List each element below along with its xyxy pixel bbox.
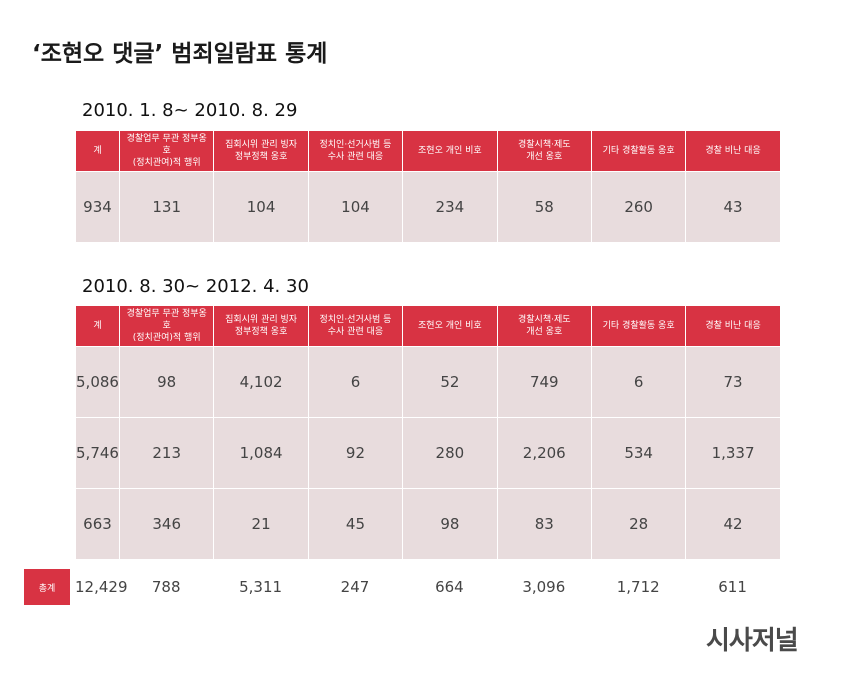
table-cell: 83 <box>496 488 592 560</box>
table-cell: 1,337 <box>685 417 781 489</box>
table-cell: 21 <box>213 488 309 560</box>
period-2-label: 2010. 8. 30~ 2012. 4. 30 <box>82 276 309 297</box>
total-value: 1,712 <box>616 578 660 596</box>
total-value: 247 <box>340 578 370 596</box>
table-cell: 28 <box>590 488 687 560</box>
table-cell: 131 <box>118 171 215 243</box>
period-1-label: 2010. 1. 8~ 2010. 8. 29 <box>82 100 298 121</box>
column-header: 경찰시책·제도 개선 옹호 <box>496 130 592 172</box>
table-cell: 45 <box>307 488 404 560</box>
table-cell: 4,102 <box>213 346 309 418</box>
table-cell: 6 <box>590 346 687 418</box>
column-header: 계 <box>75 305 120 347</box>
table-cell: 213 <box>118 417 215 489</box>
column-header: 경찰 비난 대응 <box>685 130 781 172</box>
column-header: 경찰 비난 대응 <box>685 305 781 347</box>
column-header: 정치인·선거사범 등 수사 관련 대응 <box>307 305 404 347</box>
table-cell: 98 <box>402 488 498 560</box>
table-cell: 749 <box>496 346 592 418</box>
table-cell: 280 <box>402 417 498 489</box>
table-header-row: 계 경찰업무 무관 정부옹호 (정치관여)적 행위 집회시위 관리 빙자 정부정책 옹호… <box>75 305 781 347</box>
table-cell: 663 <box>75 488 120 560</box>
table-cell: 92 <box>307 417 404 489</box>
table-row: 5,746 213 1,084 92 280 2,206 534 1,337 <box>75 417 781 489</box>
table-cell: 43 <box>685 171 781 243</box>
totals-badge: 총계 <box>24 569 70 605</box>
table-cell: 5,746 <box>75 417 120 489</box>
column-header: 기타 경찰활동 옹호 <box>590 305 687 347</box>
table-cell: 1,084 <box>213 417 309 489</box>
column-header: 계 <box>75 130 120 172</box>
column-header: 기타 경찰활동 옹호 <box>590 130 687 172</box>
table-cell: 2,206 <box>496 417 592 489</box>
column-header: 조현오 개인 비호 <box>402 305 498 347</box>
total-value: 664 <box>435 578 464 596</box>
column-header: 경찰업무 무관 정부옹호 (정치관여)적 행위 <box>118 305 215 347</box>
table-row: 934 131 104 104 234 58 260 43 <box>75 171 781 243</box>
totals-row: 총계 12,429 788 5,311 247 664 3,096 1,712 611 <box>24 569 780 605</box>
table-cell: 346 <box>118 488 215 560</box>
total-value: 611 <box>718 578 747 596</box>
column-header: 조현오 개인 비호 <box>402 130 498 172</box>
table-cell: 42 <box>685 488 781 560</box>
stats-table-period-1: 계 경찰업무 무관 정부옹호 (정치관여)적 행위 집회시위 관리 빙자 정부정책 옹호… <box>75 130 781 243</box>
column-header: 집회시위 관리 빙자 정부정책 옹호 <box>213 130 309 172</box>
column-header: 경찰업무 무관 정부옹호 (정치관여)적 행위 <box>118 130 215 172</box>
table-cell: 234 <box>402 171 498 243</box>
table-body: 934 131 104 104 234 58 260 43 <box>75 171 781 243</box>
column-header: 경찰시책·제도 개선 옹호 <box>496 305 592 347</box>
table-cell: 534 <box>590 417 687 489</box>
table-cell: 104 <box>213 171 309 243</box>
table-cell: 52 <box>402 346 498 418</box>
total-value: 3,096 <box>522 578 566 596</box>
table-row: 5,086 98 4,102 6 52 749 6 73 <box>75 346 781 418</box>
column-header: 집회시위 관리 빙자 정부정책 옹호 <box>213 305 309 347</box>
stats-table-period-2: 계 경찰업무 무관 정부옹호 (정치관여)적 행위 집회시위 관리 빙자 정부정책 옹호… <box>75 305 781 560</box>
page-title: ‘조현오 댓글’ 범죄일람표 통계 <box>32 41 328 67</box>
table-cell: 73 <box>685 346 781 418</box>
table-cell: 934 <box>75 171 120 243</box>
table-body: 5,086 98 4,102 6 52 749 6 73 5,746 213 1,084 92 280 2… <box>75 346 781 560</box>
table-row: 663 346 21 45 98 83 28 42 <box>75 488 781 560</box>
table-cell: 104 <box>307 171 404 243</box>
table-cell: 98 <box>118 346 215 418</box>
total-value: 5,311 <box>239 578 283 596</box>
total-value: 12,429 <box>75 578 128 596</box>
column-header: 정치인·선거사범 등 수사 관련 대응 <box>307 130 404 172</box>
publisher-logo: 시사저널 <box>706 626 799 656</box>
table-cell: 260 <box>590 171 687 243</box>
table-cell: 58 <box>496 171 592 243</box>
table-cell: 5,086 <box>75 346 120 418</box>
total-value: 788 <box>151 578 181 596</box>
table-cell: 6 <box>307 346 404 418</box>
table-header-row: 계 경찰업무 무관 정부옹호 (정치관여)적 행위 집회시위 관리 빙자 정부정책 옹호… <box>75 130 781 172</box>
